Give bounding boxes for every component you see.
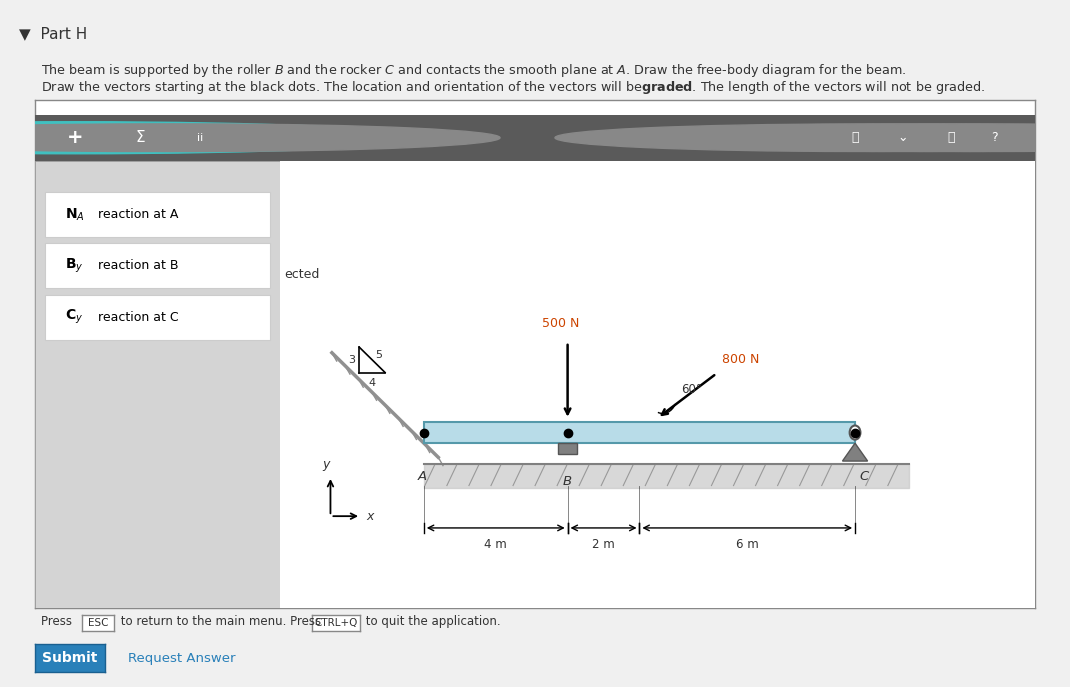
Text: Draw the vectors starting at the black dots. The location and orientation of the: Draw the vectors starting at the black d… <box>41 79 984 96</box>
Text: reaction at C: reaction at C <box>94 311 179 324</box>
Text: 5: 5 <box>374 350 382 360</box>
Text: 800 N: 800 N <box>722 353 760 366</box>
Text: Σ: Σ <box>136 131 146 145</box>
Text: ⓘ: ⓘ <box>851 131 858 144</box>
Text: Press: Press <box>41 616 75 628</box>
Text: The beam is supported by the roller $B$ and the rocker $C$ and contacts the smoo: The beam is supported by the roller $B$ … <box>41 62 906 79</box>
Text: 2 m: 2 m <box>592 539 615 551</box>
Text: ii: ii <box>197 133 203 143</box>
Text: ESC: ESC <box>88 618 109 628</box>
Text: CTRL+Q: CTRL+Q <box>315 618 357 628</box>
Text: to return to the main menu. Press: to return to the main menu. Press <box>117 616 324 628</box>
Polygon shape <box>842 443 868 461</box>
Text: A: A <box>417 471 427 484</box>
FancyBboxPatch shape <box>45 243 271 288</box>
Text: y: y <box>322 458 330 471</box>
Text: 4 m: 4 m <box>485 539 507 551</box>
Bar <box>557 443 578 453</box>
Text: B: B <box>563 475 572 488</box>
Circle shape <box>555 124 1070 151</box>
Circle shape <box>0 122 425 154</box>
Bar <box>424 422 855 443</box>
Text: ?: ? <box>992 131 998 144</box>
Text: +: + <box>67 128 83 147</box>
Text: Ⓠ: Ⓠ <box>947 131 954 144</box>
Circle shape <box>651 124 1070 151</box>
Text: x: x <box>366 510 373 523</box>
Text: reaction at B: reaction at B <box>94 259 179 272</box>
Text: C: C <box>859 471 869 484</box>
Text: Submit: Submit <box>43 651 97 665</box>
Text: 6 m: 6 m <box>736 539 759 551</box>
Text: to quit the application.: to quit the application. <box>362 616 501 628</box>
Text: 3: 3 <box>348 354 355 365</box>
Text: ▼  Part H: ▼ Part H <box>19 26 88 41</box>
FancyBboxPatch shape <box>45 192 271 237</box>
Text: 4: 4 <box>368 378 376 388</box>
Text: Request Answer: Request Answer <box>128 652 235 664</box>
Circle shape <box>694 124 1070 151</box>
Text: 500 N: 500 N <box>541 317 579 330</box>
Text: reaction at A: reaction at A <box>94 207 179 221</box>
Text: ⌄: ⌄ <box>898 131 908 144</box>
Text: $\mathbf{N}_{A}$: $\mathbf{N}_{A}$ <box>64 206 85 223</box>
Text: ected: ected <box>285 268 320 281</box>
Text: $\mathbf{B}_{y}$: $\mathbf{B}_{y}$ <box>65 257 83 275</box>
FancyBboxPatch shape <box>45 295 271 339</box>
Text: 60°: 60° <box>681 383 702 396</box>
Text: $\mathbf{C}_{y}$: $\mathbf{C}_{y}$ <box>65 308 83 326</box>
Circle shape <box>0 124 500 151</box>
Circle shape <box>0 124 440 151</box>
Circle shape <box>603 124 1070 151</box>
Circle shape <box>850 425 860 440</box>
